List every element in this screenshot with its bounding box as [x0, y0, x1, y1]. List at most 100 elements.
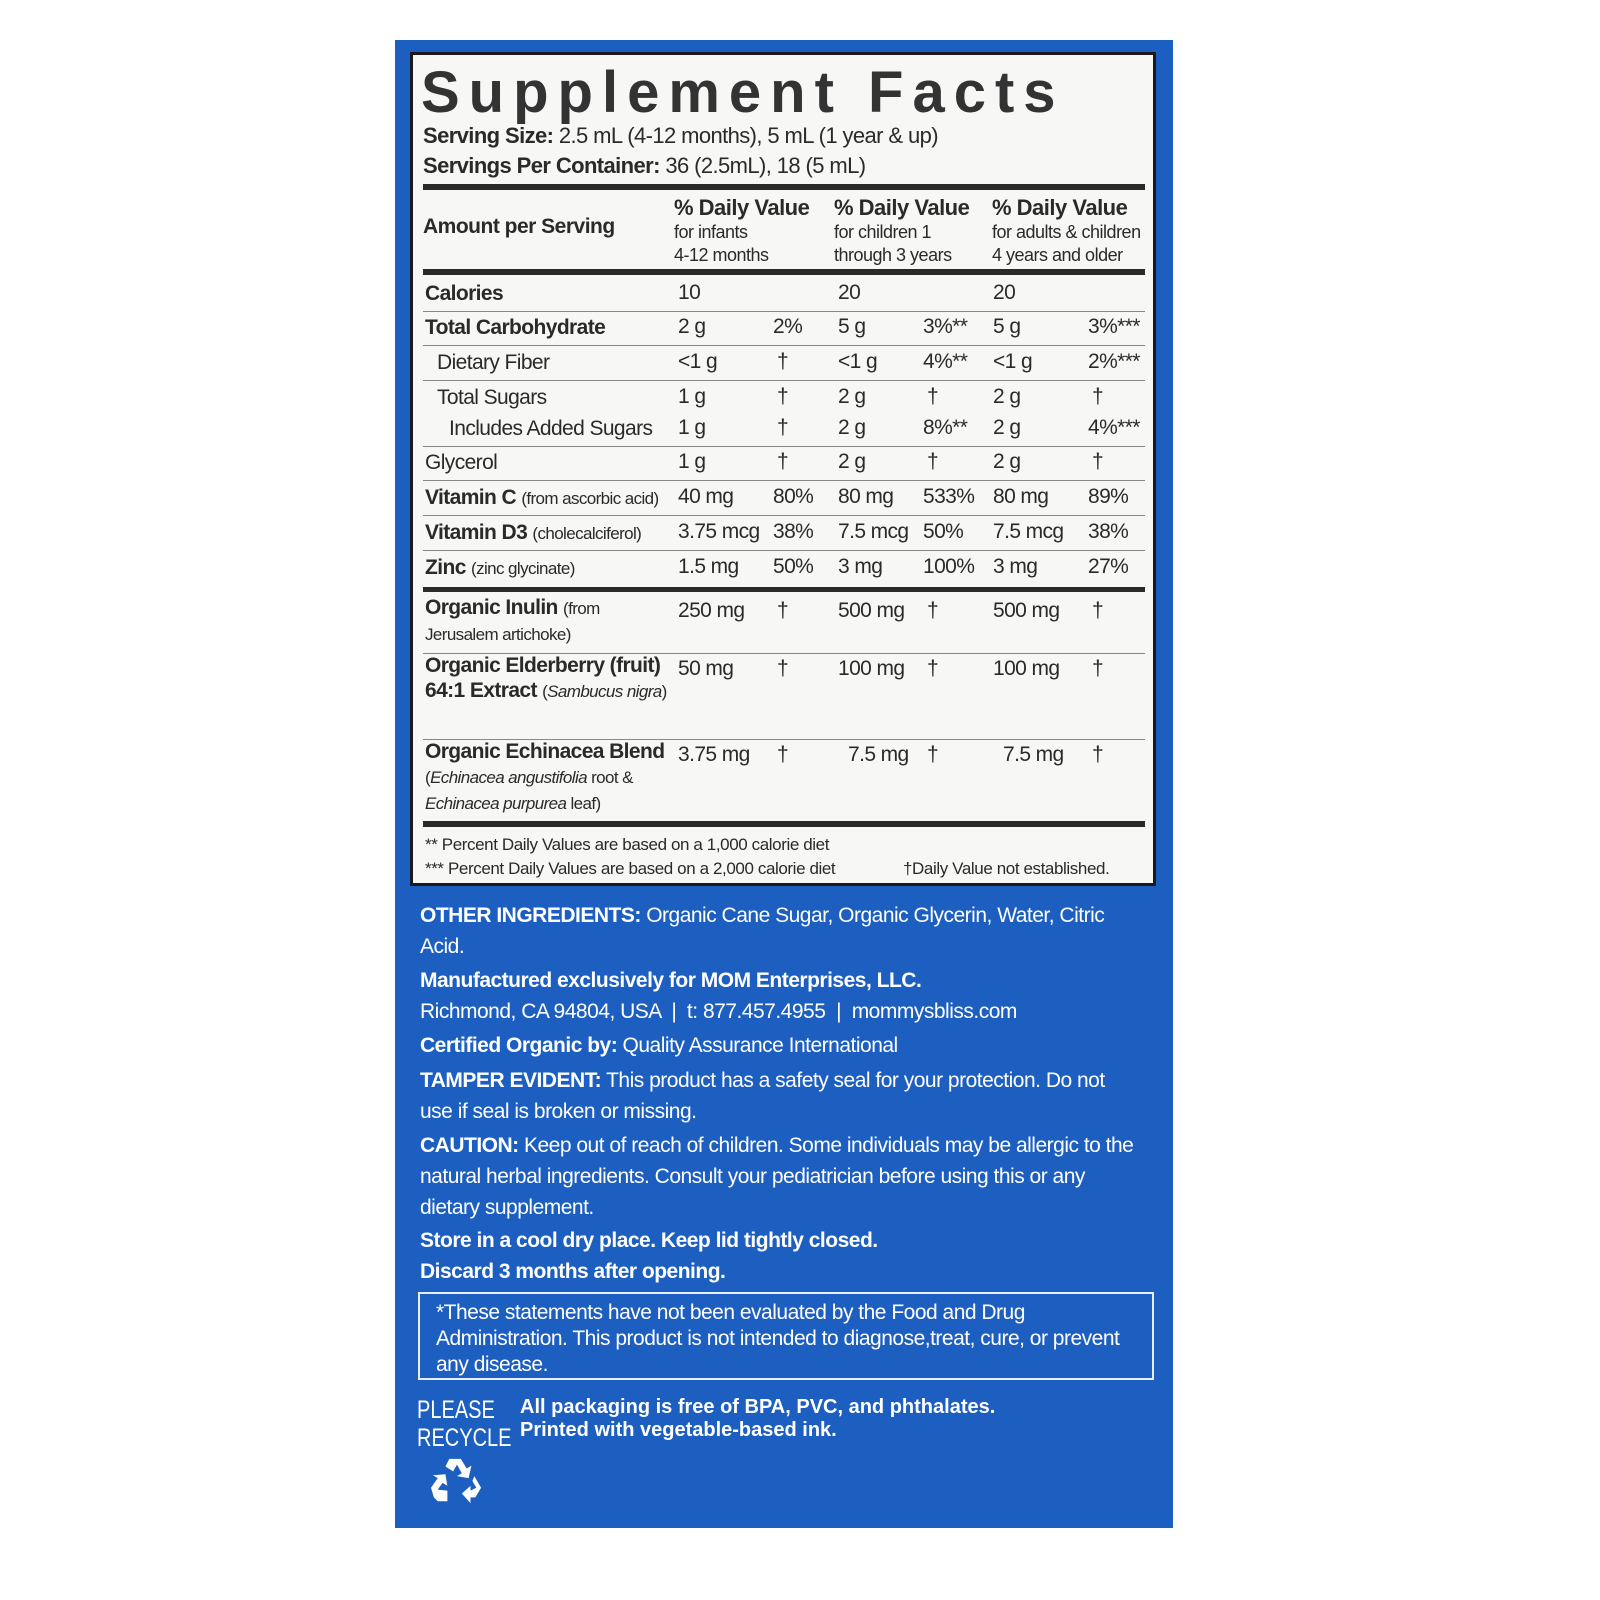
daily-value-cell: † [927, 657, 939, 680]
caution-value: Keep out of reach of children. Some indi… [420, 1134, 1134, 1219]
daily-value-cell: † [777, 385, 789, 408]
row-divider [423, 311, 1145, 312]
amount-cell: 500 mg [838, 599, 905, 622]
fda-disclaimer: *These statements have not been evaluate… [418, 1292, 1154, 1380]
label-segment: ( [425, 768, 431, 787]
daily-value-cell: 3%*** [1088, 315, 1140, 338]
daily-value-cell: † [1092, 599, 1104, 622]
daily-value-cell: 50% [773, 555, 814, 578]
tamper-evident: TAMPER EVIDENT: This product has a safet… [420, 1065, 1140, 1127]
divider [423, 269, 1145, 275]
amount-cell: 2 g [838, 416, 866, 439]
other-ingredients: OTHER INGREDIENTS: Organic Cane Sugar, O… [420, 900, 1140, 962]
dv-title: % Daily Value [992, 195, 1128, 220]
divider [423, 587, 1145, 592]
label-segment: Includes Added Sugars [449, 417, 653, 440]
dv-sub: for infants [674, 222, 748, 242]
dv-header-infants: % Daily Value for infants 4-12 months [674, 195, 810, 267]
dv-title: % Daily Value [674, 195, 810, 220]
amount-cell: 2 g [993, 385, 1021, 408]
row-divider [423, 345, 1145, 346]
daily-value-cell: 2% [773, 315, 803, 338]
label-segment: Echinacea angustifolia [430, 768, 588, 787]
daily-value-cell: 2%*** [1088, 350, 1140, 373]
daily-value-cell: 4%*** [1088, 416, 1140, 439]
amount-cell: 80 mg [838, 485, 894, 508]
amount-cell: <1 g [993, 350, 1033, 373]
daily-value-cell: 80% [773, 485, 814, 508]
amount-cell: 100 mg [838, 657, 905, 680]
daily-value-cell: 4%** [923, 350, 968, 373]
dv-sub: through 3 years [834, 245, 952, 265]
dv-header-children: % Daily Value for children 1 through 3 yea… [834, 195, 970, 267]
other-ingredients-label: OTHER INGREDIENTS: [420, 904, 641, 927]
servings-per-container: Servings Per Container: 36 (2.5mL), 18 (… [423, 153, 866, 179]
dv-sub: 4 years and older [992, 245, 1123, 265]
amount-cell: 3 mg [838, 555, 883, 578]
nutrient-label: Calories [425, 281, 725, 306]
label-segment: leaf) [566, 794, 601, 813]
daily-value-cell: † [1092, 385, 1104, 408]
daily-value-cell: † [777, 657, 789, 680]
label-segment: ( [542, 682, 548, 701]
label-segment: Echinacea purpurea [425, 794, 567, 813]
dv-sub: for children 1 [834, 222, 932, 242]
label-segment: (cholecalciferol) [532, 524, 642, 543]
amount-cell: 2 g [838, 450, 866, 473]
daily-value-cell: 27% [1088, 555, 1129, 578]
label-segment: Glycerol [425, 451, 498, 474]
nutrient-label: Zinc (zinc glycinate) [425, 555, 725, 581]
daily-value-cell: † [1092, 450, 1104, 473]
daily-value-cell: 3%** [923, 315, 968, 338]
servings-label: Servings Per Container: [423, 153, 660, 178]
dv-sub: 4-12 months [674, 245, 769, 265]
daily-value-cell: 89% [1088, 485, 1129, 508]
amount-cell: 1 g [678, 385, 706, 408]
nutrient-label: Total Sugars [437, 385, 737, 410]
servings-value: 36 (2.5mL), 18 (5 mL) [665, 153, 866, 178]
other-ingredients-value: Organic Cane Sugar, Organic Glycerin, Wa… [420, 904, 1105, 958]
label-segment: Organic Echinacea Blend [425, 740, 665, 763]
amount-per-serving: Amount per Serving [423, 215, 615, 238]
amount-cell: 5 g [838, 315, 866, 338]
label-segment: Total Carbohydrate [425, 316, 606, 339]
serving-size: Serving Size: 2.5 mL (4-12 months), 5 mL… [423, 123, 939, 149]
tamper-value: This product has a safety seal for your … [420, 1069, 1105, 1123]
amount-cell: <1 g [838, 350, 878, 373]
manufacturer-address: Richmond, CA 94804, USA | t: 877.457.495… [420, 1000, 1017, 1023]
amount-cell: 50 mg [678, 657, 734, 680]
label-segment: Vitamin D3 [425, 521, 533, 544]
serving-size-label: Serving Size: [423, 123, 554, 148]
row-divider [423, 480, 1145, 481]
tamper-label: TAMPER EVIDENT: [420, 1069, 602, 1092]
nutrient-label: Organic Inulin (from Jerusalem artichoke… [425, 595, 675, 647]
daily-value-cell: 50% [923, 520, 964, 543]
daily-value-cell: † [927, 743, 939, 766]
nutrient-label: Dietary Fiber [437, 350, 737, 375]
certified-value: Quality Assurance International [622, 1034, 899, 1057]
daily-value-cell: 533% [923, 485, 975, 508]
caution-label: CAUTION: [420, 1134, 519, 1157]
daily-value-cell: † [927, 385, 939, 408]
recycle-line: RECYCLE [417, 1424, 512, 1452]
label-segment: (from ascorbic acid) [521, 489, 659, 508]
daily-value-cell: 38% [773, 520, 814, 543]
row-divider [423, 550, 1145, 551]
daily-value-cell: † [777, 350, 789, 373]
recycle-line: PLEASE [417, 1396, 495, 1424]
divider [423, 821, 1145, 827]
nutrient-label: Organic Echinacea Blend (Echinacea angus… [425, 739, 675, 816]
nutrient-label: Vitamin C (from ascorbic acid) [425, 485, 725, 511]
storage-line: Store in a cool dry place. Keep lid tigh… [420, 1229, 878, 1252]
label-segment: Organic Elderberry (fruit) 64:1 Extract [425, 654, 661, 702]
manufacturer: Manufactured exclusively for MOM Enterpr… [420, 965, 1140, 1027]
daily-value-cell: † [777, 416, 789, 439]
daily-value-cell: 100% [923, 555, 975, 578]
ink-line: Printed with vegetable-based ink. [520, 1419, 837, 1441]
amount-cell: 250 mg [678, 599, 745, 622]
row-divider [423, 653, 1145, 654]
nutrient-label: Total Carbohydrate [425, 315, 725, 340]
caution: CAUTION: Keep out of reach of children. … [420, 1130, 1140, 1223]
amount-cell: 1.5 mg [678, 555, 739, 578]
daily-value-cell: † [927, 599, 939, 622]
